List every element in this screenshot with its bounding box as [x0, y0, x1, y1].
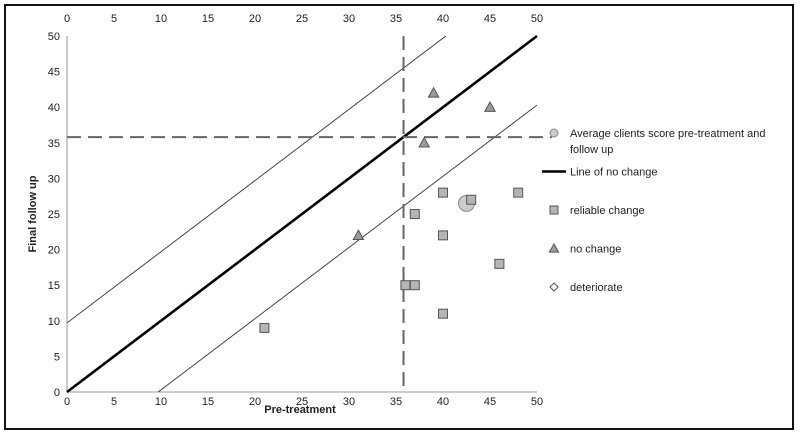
data-point-square — [259, 322, 270, 333]
data-point-square — [513, 187, 524, 198]
legend-label: Average clients score pre-treatment and f… — [570, 128, 765, 156]
data-point-triangle — [352, 229, 365, 240]
x-tick-label-bottom: 35 — [390, 396, 402, 408]
chart-frame — [4, 4, 794, 430]
y-axis-title: Final follow up — [27, 175, 39, 252]
y-tick-label: 45 — [48, 67, 60, 79]
x-tick-label-top: 20 — [249, 13, 261, 25]
y-tick-label: 20 — [48, 245, 60, 257]
data-point-square — [409, 280, 420, 291]
lower-reliable-change-line — [157, 104, 537, 392]
legend-marker-diamond — [549, 282, 559, 292]
line-of-no-change — [66, 34, 538, 394]
x-tick-label-top: 45 — [484, 13, 496, 25]
x-tick-label-bottom: 45 — [484, 396, 496, 408]
data-point-triangle — [418, 136, 431, 148]
x-tick-label-top: 15 — [202, 13, 214, 25]
data-point-square — [438, 230, 448, 241]
x-tick-label-bottom: 15 — [202, 396, 214, 408]
plot-area — [66, 34, 552, 394]
y-tick-label: 25 — [48, 209, 60, 221]
x-tick-label-bottom: 25 — [296, 396, 308, 408]
data-point-square — [438, 187, 448, 198]
x-tick-label-bottom: 0 — [64, 396, 70, 408]
data-point-square — [494, 258, 505, 269]
legend-label: reliable change — [570, 205, 645, 217]
x-tick-label-bottom: 40 — [437, 396, 449, 408]
x-tick-label-bottom: 10 — [155, 396, 167, 408]
x-tick-label-top: 35 — [390, 13, 402, 25]
x-tick-label-bottom: 50 — [531, 396, 543, 408]
x-tick-label-top: 25 — [296, 13, 308, 25]
legend-marker-circle — [549, 128, 559, 138]
y-tick-label: 5 — [54, 351, 60, 363]
legend-marker-triangle — [548, 242, 560, 253]
y-tick-label: 40 — [48, 102, 60, 114]
x-tick-label-top: 5 — [111, 13, 117, 25]
x-tick-label-bottom: 30 — [343, 396, 355, 408]
legend-label: deteriorate — [570, 282, 623, 294]
y-tick-label: 30 — [48, 173, 60, 185]
legend-marker-square — [549, 205, 559, 215]
legend-label: no change — [570, 244, 621, 256]
y-tick-label: 35 — [48, 138, 60, 150]
data-point-square — [438, 308, 448, 319]
legend-label: Line of no change — [570, 167, 657, 179]
y-tick-label: 15 — [48, 280, 60, 292]
legend: Average clients score pre-treatment and f… — [542, 128, 765, 294]
data-point-square — [466, 194, 477, 205]
data-point-square — [409, 209, 420, 219]
data-point-square — [400, 280, 411, 291]
x-axis-title: Pre-treatment — [264, 404, 336, 416]
x-tick-label-top: 40 — [437, 13, 449, 25]
x-tick-label-top: 30 — [343, 13, 355, 25]
data-point-triangle — [427, 86, 440, 98]
y-tick-label: 0 — [54, 387, 60, 399]
x-tick-label-bottom: 20 — [249, 396, 261, 408]
data-point-triangle — [483, 100, 497, 112]
tick-labels: 0055101015152020252530303535404045455050… — [48, 13, 543, 408]
upper-reliable-change-line — [67, 36, 447, 324]
x-tick-label-top: 0 — [64, 13, 70, 25]
x-tick-label-bottom: 5 — [111, 396, 117, 408]
x-tick-label-top: 10 — [155, 13, 167, 25]
y-tick-label: 50 — [48, 31, 60, 43]
x-tick-label-top: 50 — [531, 13, 543, 25]
y-tick-label: 10 — [48, 316, 60, 328]
